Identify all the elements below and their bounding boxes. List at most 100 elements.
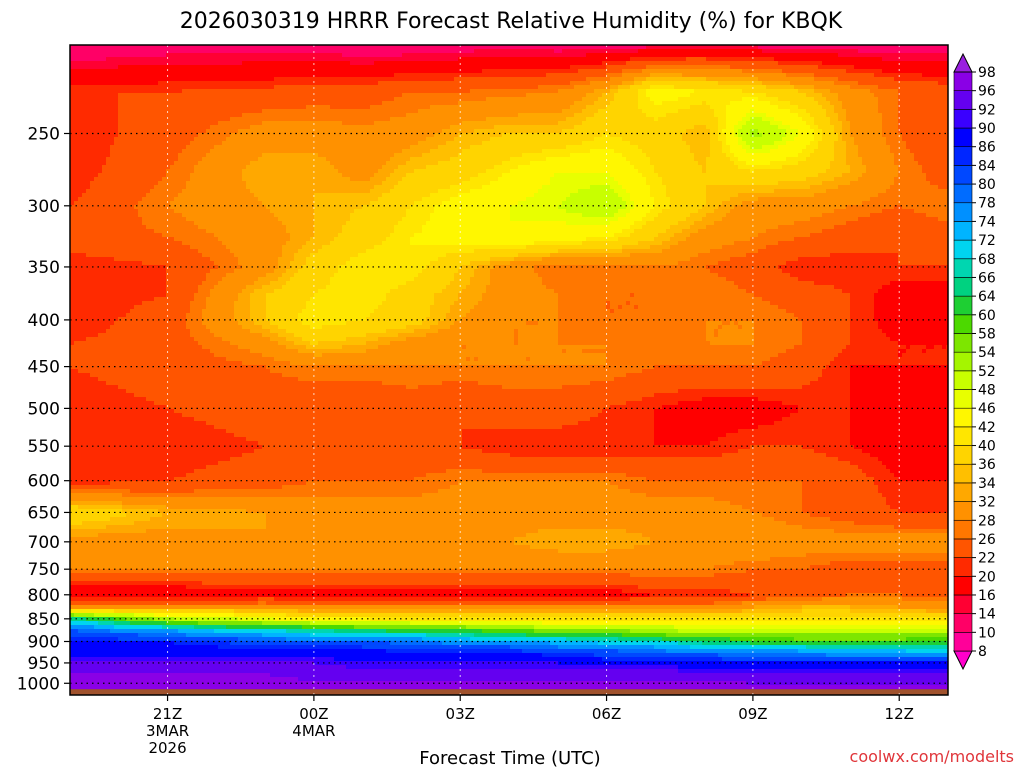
rh-cell bbox=[318, 77, 323, 82]
rh-cell bbox=[882, 81, 887, 86]
rh-cell bbox=[770, 69, 775, 74]
rh-cell bbox=[766, 49, 771, 54]
rh-cell bbox=[214, 113, 219, 118]
rh-cell bbox=[754, 81, 759, 86]
rh-cell bbox=[302, 101, 307, 106]
rh-cell bbox=[150, 105, 155, 110]
rh-cell bbox=[434, 45, 439, 50]
rh-cell bbox=[494, 69, 499, 74]
rh-cell bbox=[254, 121, 259, 126]
rh-cell bbox=[70, 133, 75, 138]
rh-cell bbox=[374, 49, 379, 54]
rh-cell bbox=[898, 117, 903, 122]
rh-cell bbox=[674, 49, 679, 54]
rh-cell bbox=[674, 97, 679, 102]
rh-cell bbox=[242, 133, 247, 138]
rh-cell bbox=[442, 49, 447, 54]
rh-cell bbox=[542, 77, 547, 82]
rh-cell bbox=[414, 61, 419, 66]
rh-cell bbox=[150, 45, 155, 50]
rh-cell bbox=[538, 93, 543, 98]
rh-cell bbox=[782, 125, 787, 130]
rh-cell bbox=[730, 49, 735, 54]
rh-cell bbox=[826, 61, 831, 66]
rh-cell bbox=[222, 65, 227, 70]
rh-cell bbox=[174, 49, 179, 54]
rh-cell bbox=[286, 109, 291, 114]
rh-cell bbox=[298, 101, 303, 106]
rh-cell bbox=[478, 113, 483, 118]
rh-cell bbox=[302, 61, 307, 66]
rh-cell bbox=[846, 53, 851, 58]
rh-cell bbox=[570, 89, 575, 94]
rh-cell bbox=[266, 129, 271, 134]
rh-cell bbox=[474, 69, 479, 74]
rh-cell bbox=[866, 101, 871, 106]
rh-cell bbox=[726, 105, 731, 110]
rh-cell bbox=[170, 77, 175, 82]
rh-cell bbox=[866, 81, 871, 86]
rh-cell bbox=[262, 133, 267, 138]
rh-cell bbox=[866, 53, 871, 58]
rh-cell bbox=[786, 65, 791, 70]
rh-cell bbox=[186, 125, 191, 130]
rh-cell bbox=[178, 77, 183, 82]
rh-cell bbox=[286, 77, 291, 82]
rh-cell bbox=[290, 61, 295, 66]
rh-cell bbox=[758, 45, 763, 50]
rh-cell bbox=[90, 121, 95, 126]
rh-cell bbox=[506, 73, 511, 78]
rh-cell bbox=[358, 77, 363, 82]
rh-cell bbox=[574, 61, 579, 66]
rh-cell bbox=[522, 65, 527, 70]
rh-cell bbox=[882, 49, 887, 54]
rh-cell bbox=[330, 77, 335, 82]
rh-cell bbox=[146, 49, 151, 54]
rh-cell bbox=[598, 77, 603, 82]
rh-cell bbox=[730, 113, 735, 118]
rh-cell bbox=[902, 117, 907, 122]
rh-cell bbox=[314, 129, 319, 134]
rh-cell bbox=[330, 73, 335, 78]
rh-cell bbox=[658, 73, 663, 78]
rh-cell bbox=[702, 105, 707, 110]
rh-cell bbox=[178, 133, 183, 138]
rh-cell bbox=[94, 49, 99, 54]
rh-cell bbox=[798, 53, 803, 58]
rh-cell bbox=[262, 121, 267, 126]
rh-cell bbox=[550, 73, 555, 78]
rh-cell bbox=[254, 61, 259, 66]
rh-cell bbox=[906, 125, 911, 130]
rh-cell bbox=[94, 61, 99, 66]
rh-cell bbox=[342, 65, 347, 70]
rh-cell bbox=[438, 101, 443, 106]
rh-cell bbox=[906, 45, 911, 50]
rh-cell bbox=[242, 81, 247, 86]
rh-cell bbox=[570, 81, 575, 86]
rh-cell bbox=[910, 105, 915, 110]
rh-cell bbox=[850, 125, 855, 130]
rh-cell bbox=[350, 57, 355, 62]
rh-cell bbox=[370, 57, 375, 62]
rh-cell bbox=[714, 109, 719, 114]
rh-cell bbox=[438, 57, 443, 62]
rh-cell bbox=[586, 105, 591, 110]
rh-cell bbox=[914, 117, 919, 122]
rh-cell bbox=[118, 49, 123, 54]
rh-cell bbox=[678, 105, 683, 110]
rh-cell bbox=[526, 133, 531, 138]
rh-cell bbox=[266, 97, 271, 102]
rh-cell bbox=[374, 77, 379, 82]
rh-cell bbox=[866, 109, 871, 114]
rh-cell bbox=[386, 129, 391, 134]
rh-cell bbox=[866, 117, 871, 122]
rh-cell bbox=[254, 73, 259, 78]
rh-cell bbox=[826, 93, 831, 98]
rh-cell bbox=[790, 49, 795, 54]
rh-cell bbox=[86, 105, 91, 110]
rh-cell bbox=[670, 125, 675, 130]
rh-cell bbox=[146, 89, 151, 94]
rh-cell bbox=[634, 45, 639, 50]
rh-cell bbox=[618, 121, 623, 126]
rh-cell bbox=[782, 89, 787, 94]
